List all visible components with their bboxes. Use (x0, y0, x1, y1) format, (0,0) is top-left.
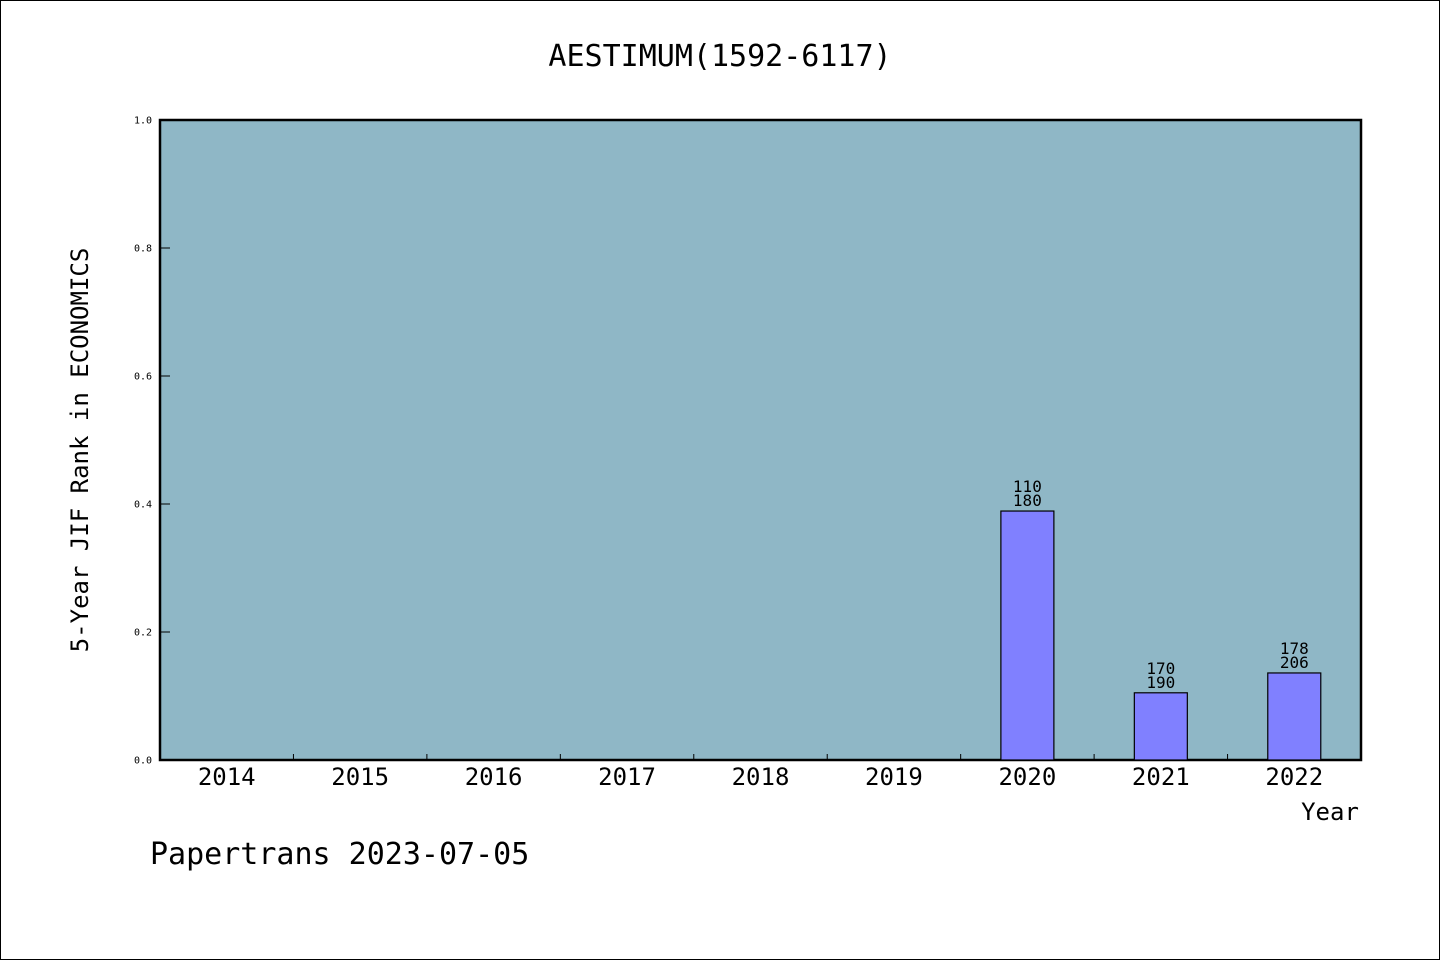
y-tick-label: 1.0 (134, 116, 152, 127)
x-axis-label: Year (1301, 798, 1359, 826)
x-tick-label: 2015 (331, 763, 389, 791)
bar-label: 110 (1013, 477, 1042, 496)
footer-credit: Papertrans 2023-07-05 (150, 837, 529, 872)
y-tick-label: 0.0 (134, 756, 152, 767)
plot-area (158, 118, 1363, 762)
x-tick-label: 2018 (732, 763, 790, 791)
x-tick-label: 2020 (998, 763, 1056, 791)
bar-2022 (1267, 672, 1322, 761)
bar-label: 190 (1146, 673, 1175, 692)
bar-2021 (1133, 692, 1188, 761)
y-tick-label: 0.6 (134, 372, 152, 383)
chart-title: AESTIMUM(1592-6117) (548, 39, 891, 74)
x-tick-label: 2021 (1132, 763, 1190, 791)
bar-label: 206 (1280, 653, 1309, 672)
y-tick-label: 0.4 (134, 500, 152, 511)
x-tick-label: 2022 (1265, 763, 1323, 791)
bar-label: 170 (1146, 659, 1175, 678)
y-axis-label: 5-Year JIF Rank in ECONOMICS (66, 248, 94, 653)
y-tick-label: 0.2 (134, 628, 152, 639)
bar-2020 (1000, 510, 1055, 761)
x-tick-label: 2016 (465, 763, 523, 791)
y-tick-label: 0.8 (134, 244, 152, 255)
x-tick-label: 2014 (198, 763, 256, 791)
bar-label: 180 (1013, 491, 1042, 510)
x-tick-label: 2019 (865, 763, 923, 791)
x-tick-label: 2017 (598, 763, 656, 791)
bar-label: 178 (1280, 639, 1309, 658)
